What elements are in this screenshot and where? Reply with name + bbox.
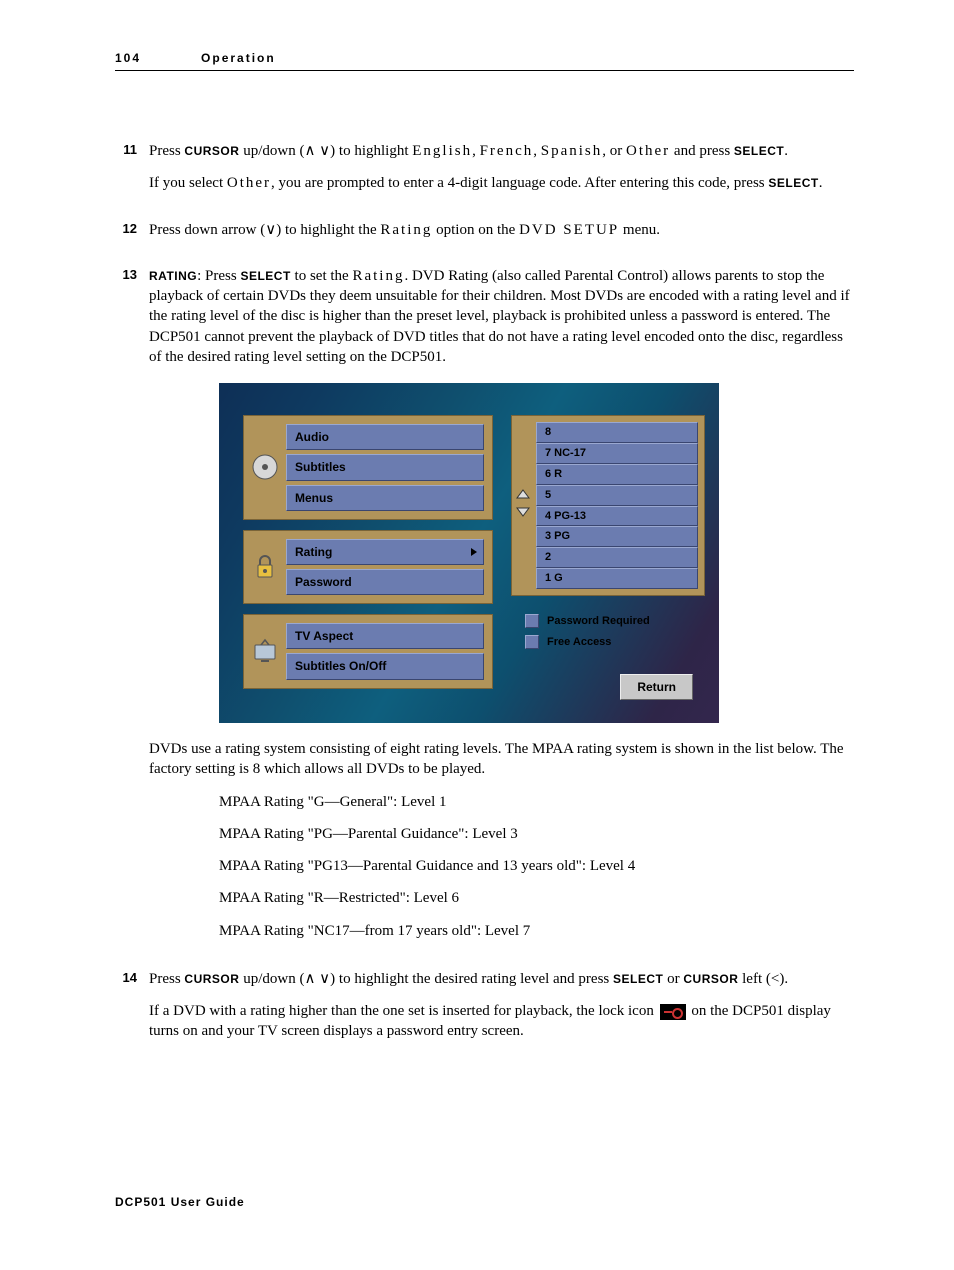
mpaa-rating-list: MPAA Rating "G—General": Level 1 MPAA Ra… [219, 792, 854, 941]
panel-lock: Rating Password [243, 530, 493, 604]
rating-level-5[interactable]: 5 [536, 485, 698, 506]
step-number: 14 [115, 969, 149, 1054]
opt-rating: Rating [352, 268, 404, 284]
dvd-setup-menu: DVD SETUP [519, 222, 619, 238]
legend-box-icon [525, 614, 539, 628]
rating-level-8[interactable]: 8 [536, 422, 698, 443]
legend-free-access: Free Access [525, 635, 705, 650]
select-key: SELECT [768, 176, 818, 190]
opt-spanish: Spanish [541, 143, 603, 159]
mpaa-pg: MPAA Rating "PG—Parental Guidance": Leve… [219, 824, 854, 844]
cursor-key: CURSOR [184, 144, 239, 158]
step-body: RATING: Press SELECT to set the Rating. … [149, 266, 854, 955]
mpaa-r: MPAA Rating "R—Restricted": Level 6 [219, 888, 854, 908]
rating-legend: Password Required Free Access [525, 614, 705, 656]
menu-left-column: Audio Subtitles Menus Rating Password TV… [243, 415, 493, 709]
menu-item-tv-aspect[interactable]: TV Aspect [286, 623, 484, 649]
page-number: 104 [115, 50, 141, 66]
rating-level-2[interactable]: 2 [536, 547, 698, 568]
mpaa-g: MPAA Rating "G—General": Level 1 [219, 792, 854, 812]
step-13-p1: RATING: Press SELECT to set the Rating. … [149, 266, 854, 367]
step-body: Press CURSOR up/down (∧ ∨) to highlight … [149, 141, 854, 206]
rating-level-1[interactable]: 1 G [536, 568, 698, 589]
menu-item-rating[interactable]: Rating [286, 539, 484, 565]
mpaa-nc17: MPAA Rating "NC17—from 17 years old": Le… [219, 921, 854, 941]
menu-item-password[interactable]: Password [286, 569, 484, 595]
step-12: 12 Press down arrow (∨) to highlight the… [115, 220, 854, 252]
rating-level-7[interactable]: 7 NC-17 [536, 443, 698, 464]
rating-level-panel: 8 7 NC-17 6 R 5 4 PG-13 3 PG 2 1 G [511, 415, 705, 596]
step-12-p1: Press down arrow (∨) to highlight the Ra… [149, 220, 854, 240]
step-13-p2: DVDs use a rating system consisting of e… [149, 739, 854, 780]
dvd-setup-screenshot: Audio Subtitles Menus Rating Password TV… [219, 383, 719, 723]
panel-tv: TV Aspect Subtitles On/Off [243, 614, 493, 688]
up-down-arrow-icon [514, 488, 532, 518]
lock-icon [250, 552, 280, 582]
step-11: 11 Press CURSOR up/down (∧ ∨) to highlig… [115, 141, 854, 206]
step-11-p2: If you select Other, you are prompted to… [149, 173, 854, 193]
select-key: SELECT [734, 144, 784, 158]
rating-level-3[interactable]: 3 PG [536, 526, 698, 547]
menu-item-subtitles-onoff[interactable]: Subtitles On/Off [286, 653, 484, 679]
page-header: 104 Operation [115, 50, 854, 71]
opt-english: English [412, 143, 472, 159]
menu-item-subtitles[interactable]: Subtitles [286, 454, 484, 480]
step-13: 13 RATING: Press SELECT to set the Ratin… [115, 266, 854, 955]
rating-heading: RATING [149, 269, 197, 283]
step-14-p1: Press CURSOR up/down (∧ ∨) to highlight … [149, 969, 854, 989]
select-key: SELECT [240, 269, 290, 283]
step-14: 14 Press CURSOR up/down (∧ ∨) to highlig… [115, 969, 854, 1054]
step-number: 11 [115, 141, 149, 206]
step-number: 13 [115, 266, 149, 955]
opt-french: French [480, 143, 534, 159]
cursor-key: CURSOR [184, 972, 239, 986]
menu-item-menus[interactable]: Menus [286, 485, 484, 511]
rating-level-6[interactable]: 6 R [536, 464, 698, 485]
page-footer: DCP501 User Guide [115, 1194, 854, 1210]
step-11-p1: Press CURSOR up/down (∧ ∨) to highlight … [149, 141, 854, 161]
step-body: Press CURSOR up/down (∧ ∨) to highlight … [149, 969, 854, 1054]
menu-item-audio[interactable]: Audio [286, 424, 484, 450]
tv-icon [250, 636, 280, 666]
select-key: SELECT [613, 972, 663, 986]
return-button[interactable]: Return [620, 674, 693, 700]
panel-disc: Audio Subtitles Menus [243, 415, 493, 520]
opt-other: Other [227, 175, 271, 191]
opt-other: Other [626, 143, 670, 159]
cursor-key: CURSOR [683, 972, 738, 986]
legend-box-icon [525, 635, 539, 649]
rating-level-4[interactable]: 4 PG-13 [536, 506, 698, 527]
opt-rating: Rating [380, 222, 432, 238]
mpaa-pg13: MPAA Rating "PG13—Parental Guidance and … [219, 856, 854, 876]
step-14-p2: If a DVD with a rating higher than the o… [149, 1001, 854, 1042]
lock-display-icon [660, 1004, 686, 1020]
legend-password-required: Password Required [525, 614, 705, 629]
menu-right-column: 8 7 NC-17 6 R 5 4 PG-13 3 PG 2 1 G Passw… [511, 415, 705, 709]
disc-icon [250, 452, 280, 482]
step-number: 12 [115, 220, 149, 252]
step-body: Press down arrow (∨) to highlight the Ra… [149, 220, 854, 252]
section-title: Operation [201, 50, 276, 66]
